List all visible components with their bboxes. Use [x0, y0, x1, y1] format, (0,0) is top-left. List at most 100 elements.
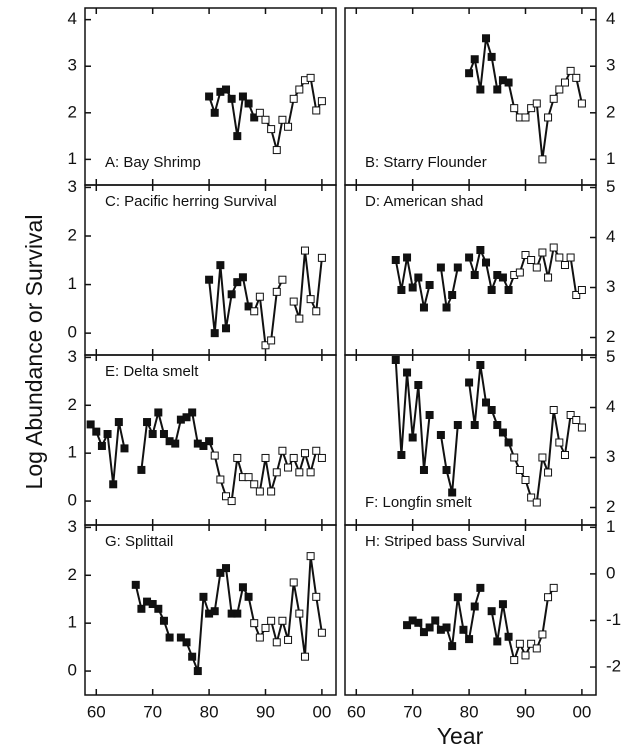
marker [560, 78, 569, 87]
y-tick-label: 2 [68, 225, 77, 244]
x-tick-label: 70 [403, 702, 422, 721]
marker [465, 253, 474, 262]
marker [227, 94, 236, 103]
marker [572, 291, 581, 299]
marker [403, 621, 412, 630]
marker [159, 616, 168, 625]
marker [317, 453, 326, 462]
marker [205, 275, 214, 284]
marker [284, 635, 293, 644]
marker [532, 99, 541, 108]
marker [238, 92, 247, 101]
y-tick-label: 2 [68, 102, 77, 121]
marker [448, 642, 457, 651]
marker [114, 418, 123, 427]
y-tick-label: 4 [606, 9, 615, 28]
x-tick-label: 00 [312, 702, 331, 721]
y-tick-label: 5 [606, 177, 615, 196]
panel-frame [344, 184, 597, 356]
y-tick-label: 3 [68, 517, 77, 536]
marker [442, 623, 451, 632]
panel-title: H: Striped bass Survival [365, 533, 525, 550]
x-tick-label: 70 [143, 702, 162, 721]
marker [487, 607, 496, 616]
marker [317, 628, 326, 637]
marker [222, 492, 231, 501]
marker [227, 290, 236, 299]
marker [527, 639, 536, 648]
marker [233, 278, 242, 287]
marker [510, 656, 519, 665]
marker [425, 411, 434, 419]
marker [403, 368, 412, 377]
panel-title: E: Delta smelt [105, 363, 199, 380]
marker [419, 466, 428, 474]
x-tick-label: 90 [256, 702, 275, 721]
y-tick-label: 1 [68, 274, 77, 293]
marker [448, 291, 457, 299]
marker [482, 398, 491, 407]
marker [267, 336, 276, 345]
marker [544, 593, 553, 602]
marker [521, 651, 530, 660]
marker [549, 94, 558, 103]
marker [250, 480, 259, 489]
marker [272, 146, 281, 155]
y-tick-label: 4 [606, 397, 615, 416]
marker [120, 444, 129, 453]
marker [577, 423, 586, 432]
marker [210, 108, 219, 117]
marker [233, 453, 242, 462]
marker [255, 487, 264, 496]
marker [289, 453, 298, 462]
series-line [394, 244, 583, 312]
marker [272, 287, 281, 296]
marker [233, 132, 242, 141]
marker [159, 430, 168, 439]
marker [97, 441, 106, 450]
marker [515, 268, 524, 277]
marker [476, 583, 485, 592]
marker [295, 314, 304, 323]
panel-title: C: Pacific herring Survival [105, 193, 277, 210]
y-tick-label: 3 [606, 56, 615, 75]
marker [267, 125, 276, 134]
marker [244, 99, 253, 108]
marker [278, 616, 287, 625]
marker [244, 473, 253, 482]
x-axis-label: Year [437, 723, 484, 749]
marker [448, 488, 457, 497]
y-tick-label: 3 [606, 277, 615, 296]
marker [233, 609, 242, 618]
marker [300, 652, 309, 661]
marker [532, 644, 541, 653]
marker [306, 468, 315, 477]
marker [244, 302, 253, 311]
marker [504, 438, 513, 447]
marker [515, 466, 524, 474]
marker [182, 413, 191, 422]
panel-title: A: Bay Shrimp [105, 154, 201, 171]
marker [131, 580, 140, 589]
marker [222, 324, 231, 333]
marker [521, 476, 530, 484]
marker [188, 652, 197, 661]
marker [222, 85, 231, 94]
marker [391, 256, 400, 264]
marker [255, 292, 264, 301]
marker [397, 286, 406, 294]
y-tick-label: 2 [606, 327, 615, 346]
marker [459, 625, 468, 634]
marker [267, 487, 276, 496]
marker [476, 361, 485, 369]
marker [504, 78, 513, 87]
marker [199, 441, 208, 450]
panel-title: D: American shad [365, 193, 483, 210]
marker [527, 493, 536, 502]
marker [465, 635, 474, 644]
y-tick-label: 1 [606, 517, 615, 536]
marker [436, 263, 445, 272]
series-line [468, 37, 583, 160]
x-tick-label: 80 [200, 702, 219, 721]
